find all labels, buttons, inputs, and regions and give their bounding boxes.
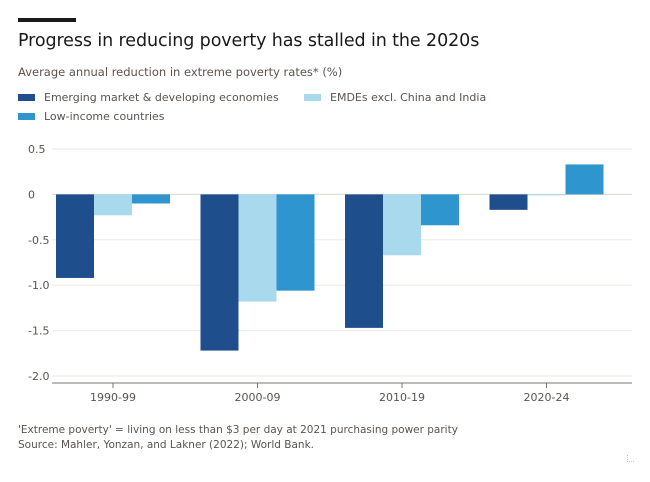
bar-emde-2020-24 [489,194,528,210]
corner-mark [627,455,634,462]
y-tick-label: -2.0 [28,370,49,383]
legend-item-emde-excl: EMDEs excl. China and India [304,91,486,104]
bar-lic-2010-19 [421,194,459,226]
legend-label-emde-excl: EMDEs excl. China and India [330,91,487,104]
bar-lic-2020-24 [565,164,604,195]
bar-emde-excl-2000-09 [238,194,277,302]
bar-emde-2010-19 [345,194,383,328]
source-note: Source: Mahler, Yonzan, and Lakner (2022… [18,439,314,451]
bar-emde-excl-2010-19 [383,194,421,256]
x-tick-label: 2020-24 [524,391,570,404]
y-tick-label: -0.5 [28,234,49,247]
legend-swatch-emde-excl [304,94,321,101]
bar-emde-excl-2020-24 [527,194,566,196]
legend-label-lic: Low-income countries [44,110,165,123]
bar-emde-2000-09 [200,194,239,351]
legend-item-emde: Emerging market & developing economies [18,91,279,104]
footnote: 'Extreme poverty' = living on less than … [18,424,458,436]
chart-title: Progress in reducing poverty has stalled… [18,31,480,51]
legend-swatch-emde [18,94,35,101]
bar-lic-2000-09 [276,194,315,291]
top-rule [18,18,76,22]
legend-label-emde: Emerging market & developing economies [44,91,279,104]
chart-subtitle: Average annual reduction in extreme pove… [18,65,343,79]
legend-swatch-lic [18,113,35,120]
x-tick-label: 2010-19 [379,391,425,404]
legend-item-lic: Low-income countries [18,110,165,123]
bar-lic-1990-99 [132,194,170,204]
x-tick-label: 2000-09 [235,391,281,404]
bar-emde-excl-1990-99 [94,194,132,216]
y-tick-label: 0.5 [28,143,46,156]
x-tick-label: 1990-99 [90,391,136,404]
y-tick-label: -1.0 [28,279,49,292]
y-tick-label: 0 [28,188,35,201]
bar-emde-1990-99 [56,194,94,278]
y-tick-label: -1.5 [28,325,49,338]
